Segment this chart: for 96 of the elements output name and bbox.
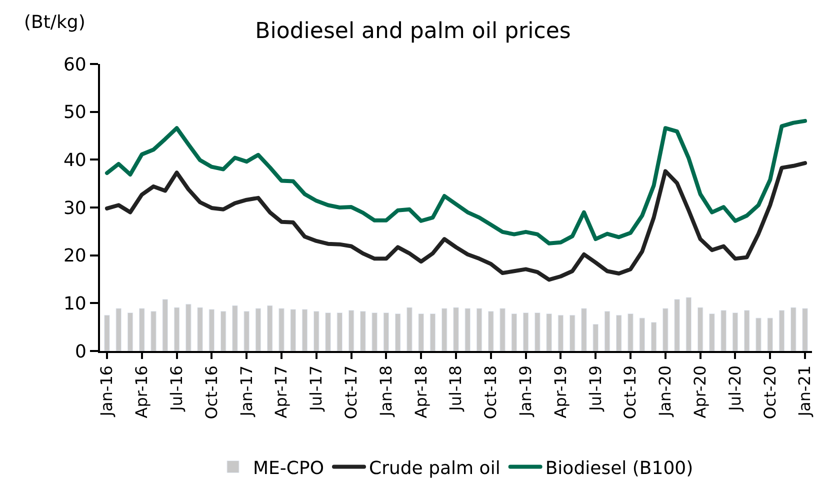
bar bbox=[581, 308, 587, 351]
x-tick-label: Jul-17 bbox=[306, 365, 326, 412]
y-tick-label: 30 bbox=[63, 198, 86, 219]
x-tick-label: Oct-19 bbox=[620, 365, 640, 420]
bar bbox=[534, 312, 540, 351]
bar bbox=[511, 313, 518, 351]
bar bbox=[628, 313, 634, 351]
x-tick-label: Apr-19 bbox=[550, 365, 570, 418]
legend-label: Biodiesel (B100) bbox=[545, 458, 694, 479]
bar bbox=[720, 310, 726, 351]
line-series bbox=[104, 118, 808, 246]
y-tick-label: 0 bbox=[74, 341, 86, 362]
bar bbox=[197, 307, 203, 351]
bar bbox=[266, 305, 273, 351]
bar bbox=[546, 313, 552, 351]
bar bbox=[116, 308, 122, 351]
bar bbox=[756, 318, 762, 351]
bar bbox=[290, 309, 296, 351]
bar bbox=[732, 312, 738, 351]
bar bbox=[522, 312, 529, 351]
bar bbox=[220, 311, 226, 351]
bar bbox=[278, 308, 284, 351]
bar bbox=[616, 314, 622, 351]
x-tick-label: Apr-20 bbox=[690, 365, 710, 418]
bar bbox=[348, 310, 354, 351]
line-series bbox=[104, 161, 808, 282]
bar bbox=[802, 308, 808, 351]
y-tick-label: 10 bbox=[63, 293, 86, 314]
bar bbox=[186, 304, 192, 351]
x-tick-label: Jul-19 bbox=[586, 365, 605, 412]
y-tick-label: 50 bbox=[63, 102, 86, 124]
bar bbox=[744, 310, 750, 351]
bar bbox=[442, 308, 448, 351]
x-tick-label: Apr-18 bbox=[411, 365, 430, 418]
bar bbox=[592, 324, 598, 351]
bar bbox=[174, 307, 180, 351]
bar bbox=[639, 318, 646, 351]
bar bbox=[162, 299, 168, 351]
y-tick-label: 20 bbox=[63, 246, 86, 267]
bar bbox=[150, 311, 156, 351]
bar bbox=[558, 314, 564, 351]
x-tick-label: Apr-17 bbox=[272, 365, 291, 418]
bar bbox=[139, 308, 145, 351]
x-tick-label: Jan-17 bbox=[236, 365, 256, 418]
x-tick-label: Jul-20 bbox=[725, 365, 744, 412]
bar bbox=[372, 312, 378, 351]
bar bbox=[674, 299, 680, 351]
bar bbox=[127, 312, 134, 351]
bar bbox=[488, 311, 494, 351]
bar bbox=[360, 311, 366, 351]
x-tick-label: Oct-17 bbox=[341, 365, 360, 420]
bar bbox=[302, 309, 308, 351]
y-tick-label: 40 bbox=[63, 150, 86, 171]
bar bbox=[464, 308, 470, 351]
bar bbox=[686, 297, 692, 351]
bar bbox=[232, 305, 238, 351]
bar bbox=[790, 307, 796, 351]
y-tick-label: 60 bbox=[63, 54, 86, 76]
bar bbox=[604, 311, 610, 351]
bar bbox=[778, 310, 785, 351]
bar bbox=[394, 313, 401, 351]
bar bbox=[244, 311, 250, 351]
legend-label: Crude palm oil bbox=[369, 458, 500, 479]
x-tick-label: Jul-18 bbox=[446, 365, 466, 412]
x-tick-label: Jan-21 bbox=[795, 365, 814, 418]
legend-label: ME-CPO bbox=[253, 458, 324, 479]
bar bbox=[314, 311, 320, 351]
bar bbox=[569, 314, 576, 351]
bar bbox=[418, 313, 424, 351]
x-tick-label: Oct-18 bbox=[481, 365, 500, 420]
y-axis-title: (Bt/kg) bbox=[24, 12, 86, 33]
x-tick-label: Oct-20 bbox=[760, 365, 780, 420]
x-tick-label: Oct-16 bbox=[202, 365, 221, 420]
bar bbox=[430, 313, 436, 351]
x-tick-label: Jan-16 bbox=[97, 365, 116, 418]
bar bbox=[325, 312, 331, 351]
bar bbox=[208, 309, 215, 351]
bar bbox=[697, 307, 704, 351]
bar bbox=[650, 322, 657, 351]
bar bbox=[255, 308, 262, 351]
bar bbox=[406, 307, 412, 351]
bar bbox=[767, 318, 773, 351]
bar bbox=[709, 313, 715, 351]
bar bbox=[104, 314, 110, 351]
bar bbox=[453, 307, 459, 351]
bar bbox=[336, 312, 343, 351]
bar bbox=[500, 308, 506, 351]
x-tick-label: Jan-19 bbox=[516, 365, 535, 418]
x-tick-label: Jul-16 bbox=[166, 365, 186, 412]
x-tick-label: Apr-16 bbox=[132, 365, 152, 418]
x-tick-label: Jan-18 bbox=[376, 365, 396, 418]
bar bbox=[383, 312, 390, 351]
bar bbox=[662, 308, 668, 351]
chart-title: Biodiesel and palm oil prices bbox=[255, 18, 571, 44]
x-tick-label: Jan-20 bbox=[656, 365, 675, 418]
bar bbox=[476, 308, 482, 351]
